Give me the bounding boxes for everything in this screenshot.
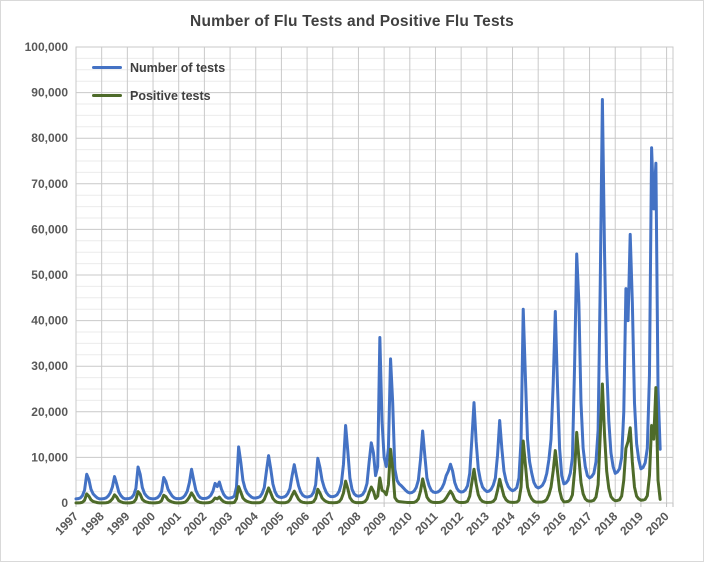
- x-axis-label-2014: 2014: [489, 509, 518, 538]
- number-of-tests-line-swatch: [92, 65, 122, 70]
- legend-item-positive-tests: Positive tests: [92, 86, 225, 105]
- vertical-year-gridlines: [101, 47, 668, 503]
- series-line-positive-tests: [74, 382, 662, 505]
- x-axis-label-2016: 2016: [540, 509, 569, 538]
- series-line-number-of-tests: [74, 97, 662, 501]
- y-axis-label-70,000: 70,000: [31, 177, 68, 191]
- x-axis-label-1997: 1997: [52, 509, 81, 538]
- chart-legend: Number of tests Positive tests: [92, 58, 225, 105]
- x-axis-label-2005: 2005: [258, 509, 287, 538]
- positive-tests-line-swatch: [92, 93, 122, 98]
- x-axis-label-2004: 2004: [232, 509, 261, 538]
- y-axis-label-90,000: 90,000: [31, 86, 68, 100]
- legend-item-number-of-tests: Number of tests: [92, 58, 225, 77]
- plot-area-border: [75, 46, 674, 504]
- x-axis-label-2006: 2006: [283, 509, 312, 538]
- x-axis-tick-labels: 1997199819992000200120022003200420052006…: [52, 509, 672, 538]
- x-axis-label-2010: 2010: [386, 509, 415, 538]
- legend-label-number-of-tests: Number of tests: [130, 60, 226, 75]
- x-axis-label-2012: 2012: [438, 509, 467, 538]
- y-axis-label-50,000: 50,000: [31, 268, 68, 282]
- y-axis-label-30,000: 30,000: [31, 359, 68, 373]
- y-axis-label-40,000: 40,000: [31, 314, 68, 328]
- x-axis-label-1999: 1999: [104, 509, 133, 538]
- x-axis-label-2008: 2008: [335, 509, 364, 538]
- x-axis-tick-marks: [75, 503, 674, 507]
- x-axis-label-2015: 2015: [515, 509, 544, 538]
- x-axis-label-2000: 2000: [129, 509, 158, 538]
- chart-title: Number of Flu Tests and Positive Flu Tes…: [190, 13, 514, 30]
- x-axis-label-2001: 2001: [155, 509, 184, 538]
- legend-label-positive-tests: Positive tests: [130, 88, 211, 103]
- x-axis-label-2020: 2020: [643, 509, 672, 538]
- data-series-lines: [74, 97, 662, 505]
- x-axis-label-1998: 1998: [78, 509, 107, 538]
- y-axis-tick-labels: 0 10,000 20,000 30,000 40,000 50,000 60,000 70,…: [25, 40, 69, 510]
- x-axis-label-2011: 2011: [412, 509, 441, 538]
- y-axis-label-10,000: 10,000: [31, 450, 68, 464]
- y-axis-label-80,000: 80,000: [31, 131, 68, 145]
- y-axis-label-0: 0: [61, 496, 68, 510]
- horizontal-minor-gridlines: [76, 57, 673, 493]
- x-axis-label-2009: 2009: [360, 509, 389, 538]
- x-axis-label-2019: 2019: [617, 509, 646, 538]
- y-axis-label-60,000: 60,000: [31, 222, 68, 236]
- x-axis-label-2003: 2003: [206, 509, 235, 538]
- x-axis-label-2013: 2013: [463, 509, 492, 538]
- x-axis-label-2017: 2017: [566, 509, 595, 538]
- x-axis-label-2007: 2007: [309, 509, 338, 538]
- y-axis-label-20,000: 20,000: [31, 405, 68, 419]
- x-axis-label-2018: 2018: [592, 509, 621, 538]
- x-axis-label-2002: 2002: [181, 509, 210, 538]
- y-axis-label-100,000: 100,000: [25, 40, 69, 54]
